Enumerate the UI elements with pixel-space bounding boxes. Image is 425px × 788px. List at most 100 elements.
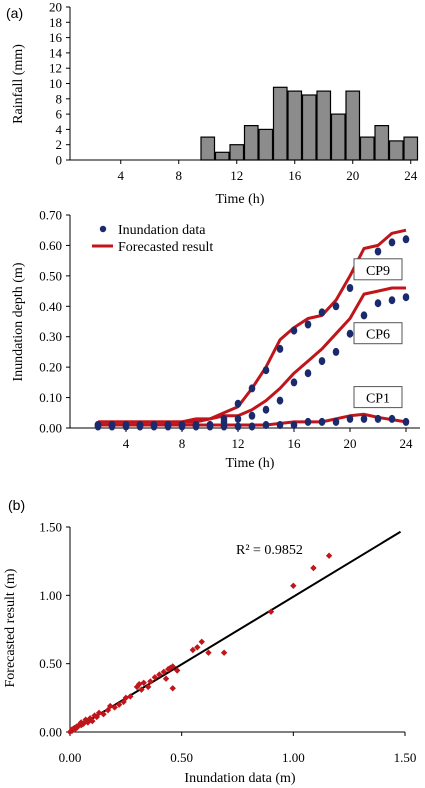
panel-label-a: (a) [6, 5, 23, 21]
scatter-point [95, 709, 103, 717]
observation-point-cp1 [276, 421, 284, 429]
rainfall-bars [200, 86, 419, 161]
observation-point-cp1 [178, 422, 186, 431]
inundation-y-axis-label: Inundation depth (m) [11, 262, 26, 381]
observation-point-cp1 [248, 422, 256, 431]
inundation-y-tick-label: 0.60 [39, 238, 62, 253]
scatter-point [140, 679, 147, 686]
observation-point-cp9 [234, 399, 242, 408]
observation-point-cp1 [108, 422, 116, 431]
observation-point-cp9 [374, 247, 382, 256]
scatter-point [73, 724, 80, 732]
scatter-point [144, 683, 152, 691]
rainfall-bar-16 [287, 90, 303, 161]
observation-point-cp9 [290, 326, 298, 335]
scatter-point [205, 649, 212, 656]
observation-point-cp1 [220, 422, 228, 431]
rainfall-x-tick-label: 4 [118, 168, 125, 183]
scatter-point [169, 663, 176, 670]
scatter-point [86, 715, 94, 722]
inundation-axes: 0.00 0.10 0.20 0.30 0.40 0.50 0.60 0.70 4 8 12 16 20… [39, 208, 420, 451]
rainfall-y-axis-label: Rainfall (mm) [11, 44, 26, 124]
observation-point-cp6 [360, 311, 368, 320]
rainfall-y-tick-label: 12 [49, 61, 62, 76]
scatter-point [169, 685, 176, 692]
observation-point-cp1 [136, 422, 144, 431]
rainfall-bar-15 [272, 86, 288, 161]
observation-point-cp6 [234, 414, 242, 423]
scatter-point [220, 649, 228, 656]
observation-point-cp6 [304, 369, 312, 378]
observation-point-cp1 [318, 417, 326, 426]
observation-point-cp1 [332, 417, 340, 426]
scatter-x-tick-label: 1.50 [394, 750, 417, 765]
scatter-axes: 0.00 0.50 1.00 1.50 0.00 0.50 1.00 1.50 [39, 520, 416, 766]
scatter-point [160, 668, 167, 676]
panel-label-b: (b) [8, 497, 25, 513]
scatter-point [174, 667, 181, 674]
observation-point-cp9 [304, 320, 312, 329]
rainfall-y-tick-label: 0 [56, 153, 63, 168]
scatter-point [156, 671, 163, 678]
scatter-point [111, 704, 118, 711]
scatter-point [127, 693, 134, 700]
inundation-y-tick-label: 0.20 [39, 360, 62, 375]
observation-point-cp1 [262, 421, 270, 429]
rainfall-x-axis-label: Time (h) [216, 192, 265, 207]
scatter-point [310, 564, 317, 572]
rainfall-bar-14 [258, 128, 274, 161]
rainfall-y-tick-label: 8 [56, 91, 63, 106]
inundation-x-axis-label: Time (h) [226, 456, 275, 471]
observation-point-cp1 [150, 422, 158, 431]
inundation-y-tick-label: 0.10 [39, 390, 62, 405]
observation-point-cp6 [402, 293, 410, 302]
rainfall-bar-18 [316, 90, 332, 161]
scatter-y-tick-label: 0.00 [39, 725, 62, 740]
inundation-x-tick-label: 4 [123, 436, 130, 451]
observation-point-cp6 [332, 347, 340, 356]
inundation-x-tick-label: 24 [400, 436, 414, 451]
legend-marker-inundation-data [99, 225, 107, 233]
rainfall-bar-22 [374, 124, 390, 161]
observation-point-cp1 [290, 421, 298, 429]
inundation-x-tick-label: 16 [288, 436, 302, 451]
callout-label-cp9: CP9 [366, 264, 390, 279]
scatter-point [325, 552, 333, 559]
observation-point-cp9 [276, 344, 284, 353]
scatter-x-tick-label: 0.00 [59, 750, 82, 765]
rainfall-y-tick-label: 4 [56, 122, 63, 137]
observation-point-cp1 [234, 422, 242, 431]
rainfall-y-tick-label: 10 [49, 76, 62, 91]
observation-point-cp1 [402, 417, 410, 426]
legend-label-inundation-data: Inundation data [118, 223, 206, 238]
inundation-legend: Inundation data Forecasted result [92, 223, 213, 255]
scatter-point [133, 683, 141, 691]
scatter-point [82, 716, 89, 723]
observation-point-cp9 [318, 308, 326, 317]
observation-point-cp1 [388, 414, 396, 423]
observation-point-cp9 [248, 384, 256, 393]
rainfall-x-tick-label: 12 [230, 168, 243, 183]
inundation-y-tick-label: 0.50 [39, 268, 62, 283]
scatter-point [138, 686, 145, 693]
scatter-point [194, 644, 201, 651]
scatter-point [198, 638, 205, 645]
observation-point-cp6 [262, 405, 270, 414]
rainfall-y-tick-label: 18 [49, 15, 62, 30]
r-squared-annotation: R² = 0.9852 [236, 543, 303, 558]
rainfall-bar-13 [243, 124, 259, 161]
rainfall-x-tick-label: 24 [404, 168, 418, 183]
rainfall-y-tick-label: 16 [49, 30, 63, 45]
legend-label-forecasted-result: Forecasted result [118, 240, 213, 255]
scatter-x-axis-label: Inundation data (m) [184, 771, 296, 786]
inundation-x-tick-label: 20 [344, 436, 357, 451]
scatter-y-tick-label: 0.50 [39, 656, 62, 671]
scatter-point [136, 680, 143, 688]
observation-point-cp1 [304, 417, 312, 426]
observation-point-cp6 [318, 357, 326, 366]
scatter-point [290, 582, 297, 589]
rainfall-y-tick-label: 2 [56, 137, 63, 152]
callout-box-cp1 [353, 386, 403, 409]
